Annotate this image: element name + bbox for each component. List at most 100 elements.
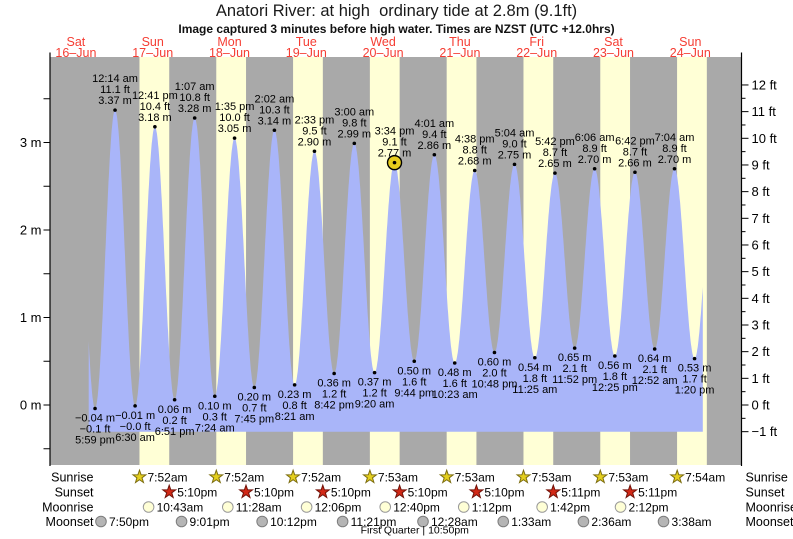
tide-extreme-dot <box>292 383 297 387</box>
high-tide-annotation: 8.8 ft <box>462 145 486 157</box>
low-tide-annotation: 1.6 ft <box>402 376 426 388</box>
high-tide-annotation: 3.05 m <box>218 123 252 135</box>
low-tide-annotation: 0.8 ft <box>282 400 306 412</box>
sunset-time: 5:10pm <box>484 486 524 500</box>
low-tide-annotation: 0.23 m <box>278 389 312 401</box>
moonrise-circle-icon <box>300 501 313 513</box>
tide-extreme-dot <box>133 404 137 408</box>
day-name-label: Fri <box>529 35 544 49</box>
high-tide-annotation: 4:38 pm <box>455 134 495 146</box>
moonset-circle-icon <box>657 515 670 528</box>
tide-extreme-dot <box>572 346 577 350</box>
sunset-star-icon <box>161 483 178 499</box>
high-tide-annotation: 2.75 m <box>498 149 532 161</box>
low-tide-annotation: 0.10 m <box>198 400 232 412</box>
sunset-star-icon <box>391 483 408 499</box>
low-tide-annotation: 2.1 ft <box>562 363 586 375</box>
low-tide-annotation: 0.64 m <box>638 353 672 365</box>
tide-extreme-dot <box>332 371 336 376</box>
moonrise-circle-icon <box>379 501 392 513</box>
day-name-label: Wed <box>370 35 396 49</box>
tide-extreme-dot <box>613 354 617 358</box>
tide-extreme-dot <box>113 108 117 112</box>
low-tide-annotation: 0.06 m <box>158 404 192 416</box>
moonrise-circle-icon <box>457 501 470 513</box>
sunrise-time: 7:53am <box>608 471 648 485</box>
high-tide-annotation: 5:04 am <box>495 127 535 139</box>
left-axis-label: 0 m <box>20 398 42 413</box>
tide-extreme-dot <box>533 355 537 360</box>
moonrise-time: 12:40pm <box>393 501 440 515</box>
left-axis-label: 1 m <box>20 310 42 325</box>
right-axis-label: 1 ft <box>752 371 770 386</box>
high-tide-annotation: 2.65 m <box>538 158 572 170</box>
moonset-circle-icon <box>417 515 429 528</box>
moonrise-circle-icon <box>142 501 155 513</box>
day-name-label: Sat <box>604 35 623 49</box>
right-axis-label: 11 ft <box>752 104 777 119</box>
low-tide-annotation: 0.37 m <box>358 377 392 389</box>
right-axis-label: 3 ft <box>752 317 770 332</box>
tide-extreme-dot <box>153 124 157 129</box>
astro-row-label-right: Sunset <box>746 486 785 500</box>
high-tide-annotation: 8.7 ft <box>623 146 647 158</box>
low-tide-annotation: 6:30 am <box>115 432 155 444</box>
tide-curve-area <box>88 110 703 432</box>
low-tide-annotation: 0.56 m <box>598 360 632 372</box>
low-tide-annotation: 0.20 m <box>237 392 271 404</box>
low-tide-annotation: 0.50 m <box>397 365 431 377</box>
high-tide-annotation: 9.0 ft <box>502 138 526 150</box>
high-tide-annotation: 6:06 am <box>575 132 615 144</box>
high-tide-annotation: 9.8 ft <box>342 117 366 129</box>
left-axis-label: 2 m <box>20 223 42 238</box>
day-date-label: 24–Jun <box>670 46 711 60</box>
sunrise-time: 7:52am <box>301 471 341 485</box>
sunset-star-icon <box>622 483 639 499</box>
right-axis-label: 10 ft <box>752 131 778 146</box>
low-tide-annotation: 7:24 am <box>195 422 235 434</box>
tide-extreme-dot <box>172 397 177 402</box>
day-date-label: 21–Jun <box>439 46 480 60</box>
low-tide-annotation: 12:25 pm <box>592 382 638 394</box>
low-tide-annotation: −0.0 ft <box>120 421 151 433</box>
high-tide-annotation: 9.5 ft <box>302 125 326 137</box>
high-tide-annotation: 2.70 m <box>658 154 692 166</box>
moonset-time: 3:38am <box>672 515 712 529</box>
astro-row-label-left: Moonset <box>46 515 94 529</box>
tide-extreme-dot <box>272 128 277 133</box>
right-axis-label: 12 ft <box>752 77 778 92</box>
sunrise-time: 7:53am <box>455 471 495 485</box>
high-tide-annotation: 2:33 pm <box>295 114 335 126</box>
moonset-circle-icon <box>336 515 349 528</box>
moonset-circle-icon <box>175 515 188 528</box>
sunrise-star-icon <box>669 468 686 484</box>
page-subtitle: Image captured 3 minutes before high wat… <box>178 22 615 36</box>
sunrise-time: 7:52am <box>224 471 264 485</box>
high-tide-annotation: 10.8 ft <box>179 92 210 104</box>
low-tide-annotation: 0.65 m <box>558 352 592 364</box>
high-tide-annotation: 2:02 am <box>255 93 295 105</box>
high-tide-annotation: 10.0 ft <box>219 112 250 124</box>
tide-extreme-dot <box>472 168 477 173</box>
high-tide-annotation: 8.9 ft <box>582 143 606 155</box>
day-name-label: Thu <box>449 35 471 49</box>
tide-extreme-dot <box>372 370 377 375</box>
sunset-star-icon <box>238 483 254 499</box>
right-axis-label: 9 ft <box>752 157 770 172</box>
day-name-label: Mon <box>217 35 241 49</box>
moonrise-circle-icon <box>221 501 234 513</box>
high-tide-annotation: 7:04 am <box>655 132 695 144</box>
moonrise-time: 12:06pm <box>315 501 362 515</box>
sunset-star-icon <box>545 483 562 499</box>
tide-extreme-dot <box>592 166 597 171</box>
low-tide-annotation: 0.7 ft <box>242 403 266 415</box>
low-tide-annotation: 10:23 am <box>432 389 478 401</box>
tide-extreme-dot <box>633 170 637 175</box>
left-axis-label: 3 m <box>20 135 42 150</box>
low-tide-annotation: 1.2 ft <box>362 388 386 400</box>
high-tide-annotation: 9.1 ft <box>382 137 406 149</box>
tide-extreme-dot <box>252 385 257 390</box>
sunrise-time: 7:53am <box>378 471 418 485</box>
moonset-circle-icon <box>577 515 590 528</box>
